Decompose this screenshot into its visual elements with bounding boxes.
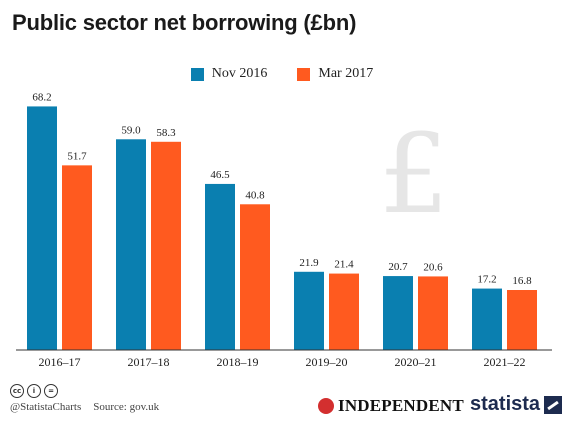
value-label-mar-2017-5: 16.8	[512, 275, 532, 287]
bar-nov-2016-5	[472, 288, 502, 350]
value-label-nov-2016-3: 21.9	[299, 257, 319, 269]
value-label-mar-2017-0: 51.7	[67, 150, 87, 162]
x-tick-label-2: 2018–19	[217, 355, 259, 369]
legend-label-nov-2016: Nov 2016	[211, 66, 268, 81]
x-tick-label-4: 2020–21	[395, 355, 437, 369]
x-axis-labels: 2016–17 2017–18 2018–19 2019–20 2020–21 2021–…	[39, 355, 526, 369]
legend-item-nov-2016: Nov 2016	[190, 66, 268, 82]
bar-mar-2017-5	[507, 290, 537, 350]
x-tick-label-5: 2021–22	[484, 355, 526, 369]
value-label-mar-2017-3: 21.4	[334, 259, 354, 271]
bar-chart: £ 68.2 51.7 59.0 58.3 46.5 40.8 21.9 21.4 20.7 20…	[16, 91, 552, 369]
bars-group: 68.2 51.7 59.0 58.3 46.5 40.8 21.9 21.4 20.7 20.6…	[27, 91, 537, 350]
cc-icon: cc	[10, 384, 24, 398]
pound-watermark-icon: £	[379, 110, 449, 238]
legend: Nov 2016 Mar 2017	[0, 66, 564, 82]
legend-swatch-mar-2017	[297, 67, 311, 81]
bar-mar-2017-2	[240, 204, 270, 350]
statista-wordmark: statista	[470, 393, 541, 415]
bar-mar-2017-1	[151, 141, 181, 350]
attribution-icon: i	[27, 384, 41, 398]
bar-nov-2016-2	[205, 183, 235, 350]
value-label-nov-2016-2: 46.5	[210, 169, 230, 181]
no-derivatives-icon: =	[44, 384, 58, 398]
bar-nov-2016-1	[116, 139, 146, 350]
x-tick-label-0: 2016–17	[39, 355, 81, 369]
independent-logo: INDEPENDENT	[318, 396, 464, 416]
statista-logo: statista	[470, 393, 563, 416]
value-label-nov-2016-1: 59.0	[121, 124, 141, 136]
cc-license-icons: cc i =	[10, 384, 159, 398]
legend-item-mar-2017: Mar 2017	[297, 66, 373, 82]
x-tick-label-1: 2017–18	[128, 355, 170, 369]
bar-mar-2017-0	[62, 165, 92, 350]
bar-mar-2017-3	[329, 273, 359, 350]
eagle-icon	[318, 398, 334, 414]
chart-title: Public sector net borrowing (£bn)	[12, 10, 357, 35]
x-tick-label-3: 2019–20	[306, 355, 348, 369]
legend-swatch-nov-2016	[190, 67, 204, 81]
value-label-nov-2016-5: 17.2	[477, 274, 496, 286]
value-label-mar-2017-1: 58.3	[156, 127, 176, 139]
value-label-nov-2016-4: 20.7	[388, 261, 408, 273]
value-label-nov-2016-0: 68.2	[32, 91, 51, 103]
independent-wordmark: INDEPENDENT	[338, 396, 464, 415]
bar-nov-2016-3	[294, 271, 324, 350]
legend-label-mar-2017: Mar 2017	[318, 66, 374, 81]
statista-charts-handle: @StatistaCharts	[10, 401, 82, 413]
bar-nov-2016-0	[27, 106, 57, 350]
value-label-mar-2017-4: 20.6	[423, 261, 443, 273]
bar-mar-2017-4	[418, 276, 448, 350]
statista-mark-icon	[544, 395, 563, 414]
source-label: Source: gov.uk	[93, 401, 160, 413]
value-label-mar-2017-2: 40.8	[245, 189, 265, 201]
footer-credits: cc i = @StatistaCharts Source: gov.uk	[10, 384, 159, 413]
bar-nov-2016-4	[383, 276, 413, 350]
